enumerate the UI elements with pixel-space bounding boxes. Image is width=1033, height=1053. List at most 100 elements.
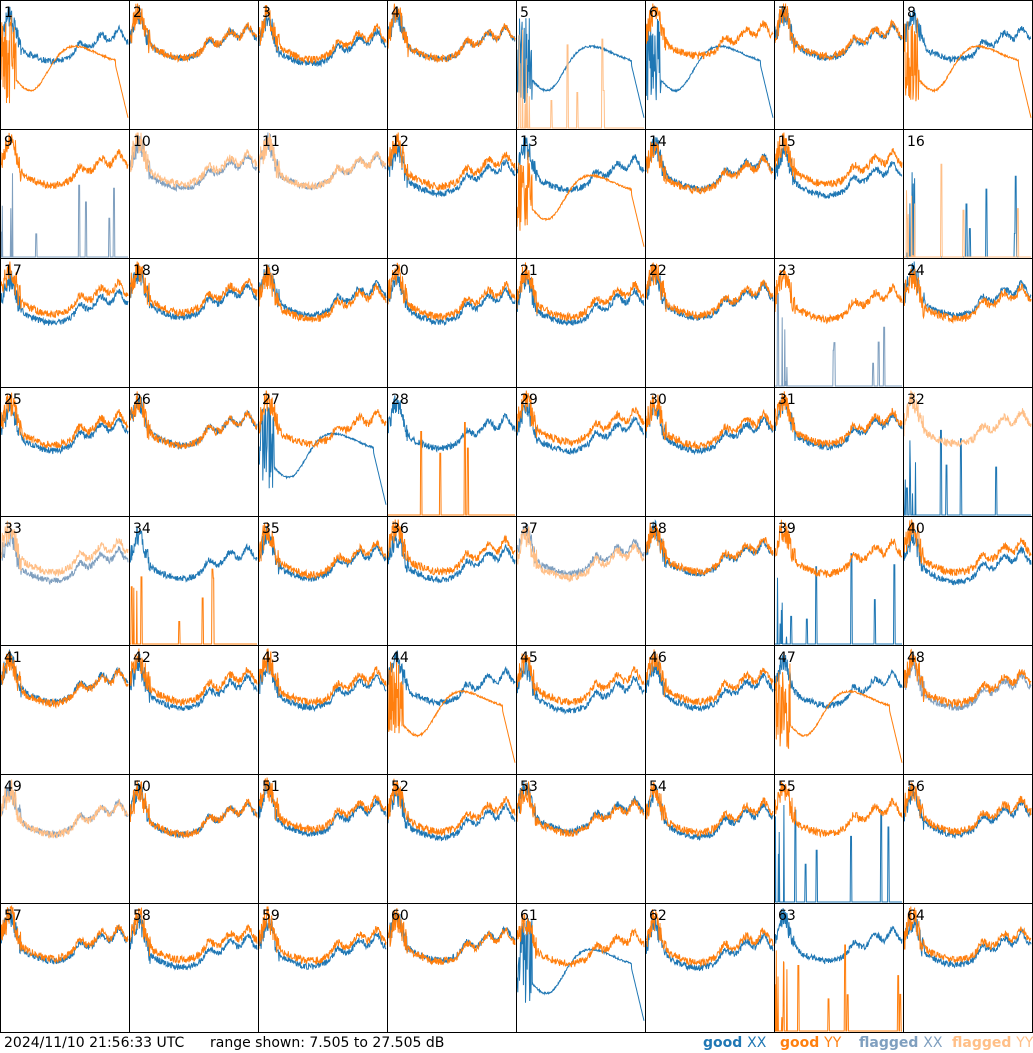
series-xx-10 [129,135,258,193]
panel-label-55: 55 [778,779,796,795]
series-xx-30 [645,404,774,456]
panel-45: 45 [516,650,645,715]
panel-label-58: 58 [133,908,151,924]
panel-label-59: 59 [262,908,280,924]
series-xx-62 [645,916,774,972]
panel-41: 41 [0,649,129,710]
panel-12: 12 [387,132,516,199]
panel-33: 33 [0,520,129,586]
series-yy-49 [0,779,129,839]
panel-9: 9 [0,132,129,258]
panel-label-20: 20 [391,263,409,279]
panel-label-38: 38 [649,521,667,537]
series-xx-34 [129,526,258,583]
panel-51: 51 [258,777,387,838]
legend-good-xx-label: good [703,1035,743,1051]
panel-label-52: 52 [391,779,409,795]
series-yy-62 [645,909,774,968]
panel-label-50: 50 [133,779,151,795]
series-xx-33 [0,531,129,586]
series-yy-37 [516,526,645,583]
panel-label-14: 14 [649,134,667,150]
series-yy-39 [774,519,903,578]
panel-label-5: 5 [520,5,529,21]
panel-7: 7 [774,3,903,62]
panel-27: 27 [258,390,387,505]
panel-label-62: 62 [649,908,667,924]
panel-2: 2 [129,3,258,63]
series-xx-59 [258,917,387,971]
series-xx-9 [0,173,128,258]
series-xx-5 [516,18,645,118]
panel-label-39: 39 [778,521,796,537]
panel-label-64: 64 [907,908,925,924]
panel-59: 59 [258,906,387,971]
panel-11: 11 [258,132,387,191]
panel-label-21: 21 [520,263,538,279]
panel-38: 38 [645,519,774,577]
series-yy-15 [774,132,903,188]
legend-flagged-xx-label: flagged [859,1035,919,1051]
panel-37: 37 [516,521,645,583]
panel-label-51: 51 [262,779,280,795]
series-xx-8 [903,9,1032,64]
panel-3: 3 [258,4,387,68]
series-yy-24 [903,268,1032,325]
panel-label-25: 25 [4,392,22,408]
panel-label-63: 63 [778,908,796,924]
series-yy-10 [129,132,258,189]
panel-46: 46 [645,649,774,713]
legend-flagged-yy-label: flagged [952,1035,1012,1051]
panel-label-8: 8 [907,5,916,21]
series-yy-11 [258,132,387,191]
panel-48: 48 [903,648,1032,711]
series-xx-32 [903,429,1031,516]
panel-label-23: 23 [778,263,796,279]
panel-42: 42 [129,648,258,712]
series-yy-26 [129,391,258,450]
panel-label-33: 33 [4,521,22,537]
panel-label-53: 53 [520,779,538,795]
panel-label-54: 54 [649,779,667,795]
panel-25: 25 [0,392,129,455]
panel-label-24: 24 [907,263,925,279]
series-xx-46 [645,657,774,713]
panel-50: 50 [129,779,258,839]
series-xx-13 [516,136,645,194]
series-yy-35 [258,522,387,581]
panel-label-22: 22 [649,263,667,279]
panel-55: 55 [774,779,903,903]
series-yy-1 [0,15,129,118]
panel-47: 47 [774,650,903,763]
panel-label-13: 13 [520,134,538,150]
series-yy-2 [129,3,258,63]
legend-flagged-xx: flagged XX [859,1034,942,1052]
panel-1: 1 [0,5,129,118]
panel-18: 18 [129,261,258,321]
series-yy-38 [645,522,774,577]
series-yy-41 [0,650,129,710]
panel-14: 14 [645,134,774,195]
series-yy-19 [258,264,387,323]
panel-19: 19 [258,263,387,323]
series-yy-55 [774,780,903,839]
series-yy-27 [258,390,387,448]
series-yy-34 [130,568,257,645]
panel-label-36: 36 [391,521,409,537]
series-yy-4 [387,3,516,64]
panel-64: 64 [903,906,1032,969]
series-yy-36 [387,519,516,576]
panel-label-27: 27 [262,392,280,408]
panel-36: 36 [387,519,516,584]
panel-label-16: 16 [907,134,925,150]
series-xx-44 [387,650,516,707]
series-yy-31 [774,391,903,448]
panel-label-4: 4 [391,5,400,21]
panel-label-15: 15 [778,134,796,150]
panel-label-47: 47 [778,650,796,666]
panel-22: 22 [645,262,774,321]
series-yy-20 [387,262,516,321]
series-yy-60 [387,908,516,966]
series-xx-42 [129,653,258,712]
